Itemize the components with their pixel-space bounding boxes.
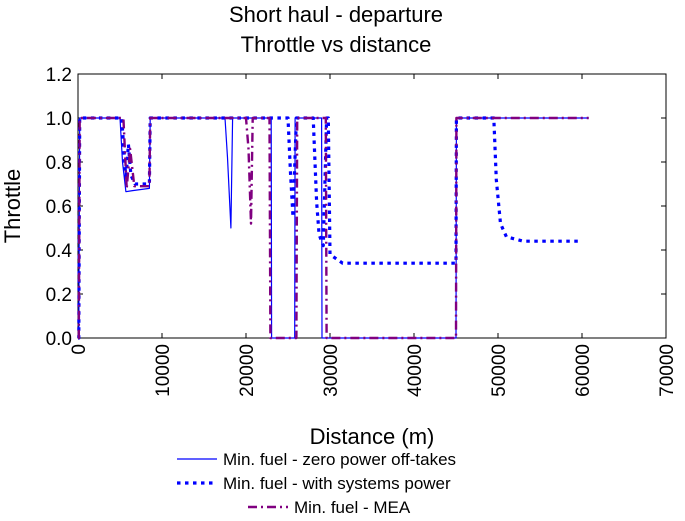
x-axis: 0 10000 20000 30000 40000 50000 60000 70000 — [69, 74, 678, 397]
x-tick-label: 60000 — [573, 344, 594, 397]
legend-label: Min. fuel - with systems power — [223, 474, 451, 493]
y-axis-label: Throttle — [0, 169, 25, 244]
x-tick-label: 40000 — [405, 344, 426, 397]
chart-subtitle: Throttle vs distance — [241, 32, 432, 57]
series-layer — [77, 116, 589, 340]
series-line-3 — [77, 116, 589, 340]
x-tick-label: 10000 — [153, 344, 174, 397]
y-tick-label: 1.2 — [46, 65, 72, 86]
y-tick-label: 0.8 — [46, 153, 72, 174]
series-line-2 — [77, 116, 582, 340]
x-tick-label: 50000 — [489, 344, 510, 397]
x-tick-label: 20000 — [237, 344, 258, 397]
y-tick-label: 0.2 — [46, 285, 72, 306]
x-axis-label: Distance (m) — [310, 424, 435, 449]
series-line-1 — [78, 117, 589, 339]
x-tick-label: 70000 — [657, 344, 678, 397]
legend: Min. fuel - zero power off-takes Min. fue… — [177, 450, 456, 517]
y-tick-label: 0.0 — [46, 329, 72, 350]
y-tick-label: 1.0 — [46, 109, 72, 130]
x-tick-label: 30000 — [321, 344, 342, 397]
y-tick-label: 0.6 — [46, 197, 72, 218]
plot-frame — [77, 73, 667, 339]
y-tick-label: 0.4 — [46, 241, 73, 262]
x-tick-label: 0 — [69, 344, 90, 355]
chart-title: Short haul - departure — [229, 2, 443, 27]
legend-label: Min. fuel - MEA — [294, 498, 411, 517]
y-axis: 0.0 0.2 0.4 0.6 0.8 1.0 1.2 — [46, 65, 666, 350]
legend-label: Min. fuel - zero power off-takes — [223, 450, 456, 469]
